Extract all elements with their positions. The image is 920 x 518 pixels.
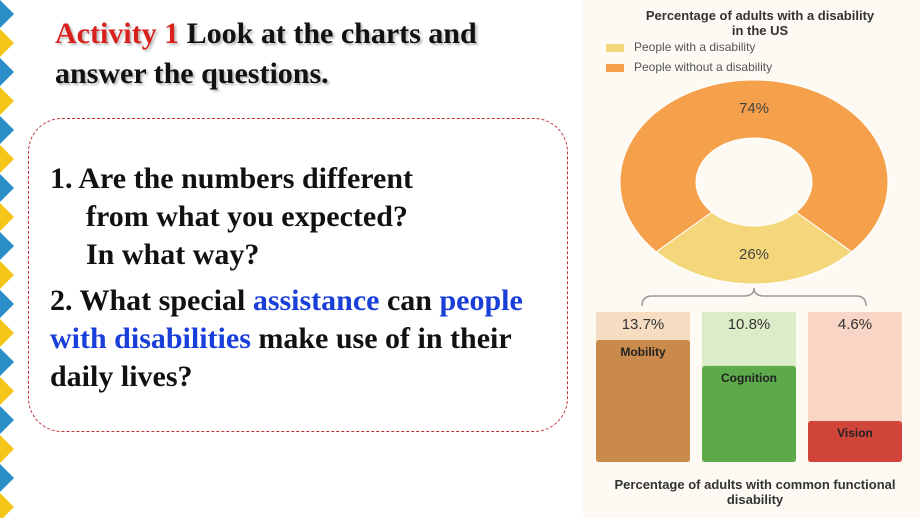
bracket [641, 287, 867, 307]
question-text: from what you expected? [86, 200, 408, 233]
chart-title: Percentage of adults with common functio… [614, 477, 896, 507]
legend-label: People with a disability [634, 40, 755, 54]
activity-label: Activity 1 [55, 17, 180, 50]
question-1: 1. Are the numbers different from what y… [50, 160, 550, 274]
category-label: Cognition [721, 371, 777, 385]
donut-segment [619, 79, 889, 253]
side-decoration [0, 0, 14, 518]
decoration [0, 145, 14, 173]
decoration [0, 348, 14, 376]
decoration [0, 319, 14, 347]
decoration [0, 435, 14, 463]
question-text: In what way? [86, 238, 260, 271]
bar [702, 365, 796, 462]
decoration [0, 116, 14, 144]
question-text: can [386, 284, 432, 317]
question-text: Are the numbers different [78, 162, 414, 195]
data-label: 13.7% [622, 316, 665, 333]
data-label: 10.8% [728, 316, 771, 333]
bar [596, 340, 690, 462]
highlight: assistance [252, 284, 380, 317]
question-number: 2. [50, 284, 73, 317]
question-2: 2. What special assistance can people wi… [50, 282, 550, 396]
decoration [0, 290, 14, 318]
question-number: 1. [50, 162, 73, 195]
decoration [0, 29, 14, 57]
decoration [0, 232, 14, 260]
decoration [0, 493, 14, 518]
decoration [0, 0, 14, 28]
highlight: people with disabilities [50, 284, 523, 355]
data-label: 26% [739, 246, 769, 263]
question-box [28, 118, 568, 432]
decoration [0, 377, 14, 405]
legend-swatch [606, 64, 624, 72]
decoration [0, 174, 14, 202]
bar [808, 421, 902, 462]
donut-segment [655, 211, 853, 285]
question-text: What special [79, 284, 246, 317]
decoration [0, 203, 14, 231]
decoration [0, 464, 14, 492]
decoration [0, 261, 14, 289]
decoration [0, 58, 14, 86]
category-label: Vision [837, 426, 873, 440]
data-label: 4.6% [838, 316, 872, 333]
heading: Activity 1 Look at the charts and answer… [55, 14, 575, 94]
data-label: 74% [739, 100, 769, 117]
decoration [0, 87, 14, 115]
category-label: Mobility [620, 345, 666, 359]
legend-label: People without a disability [634, 60, 772, 74]
legend-swatch [606, 44, 624, 52]
decoration [0, 406, 14, 434]
question-text: make use of in their daily lives? [50, 322, 512, 393]
chart-title: Percentage of adults with a disability i… [645, 8, 875, 38]
heading-text: Look at the charts and answer the questi… [55, 17, 477, 90]
